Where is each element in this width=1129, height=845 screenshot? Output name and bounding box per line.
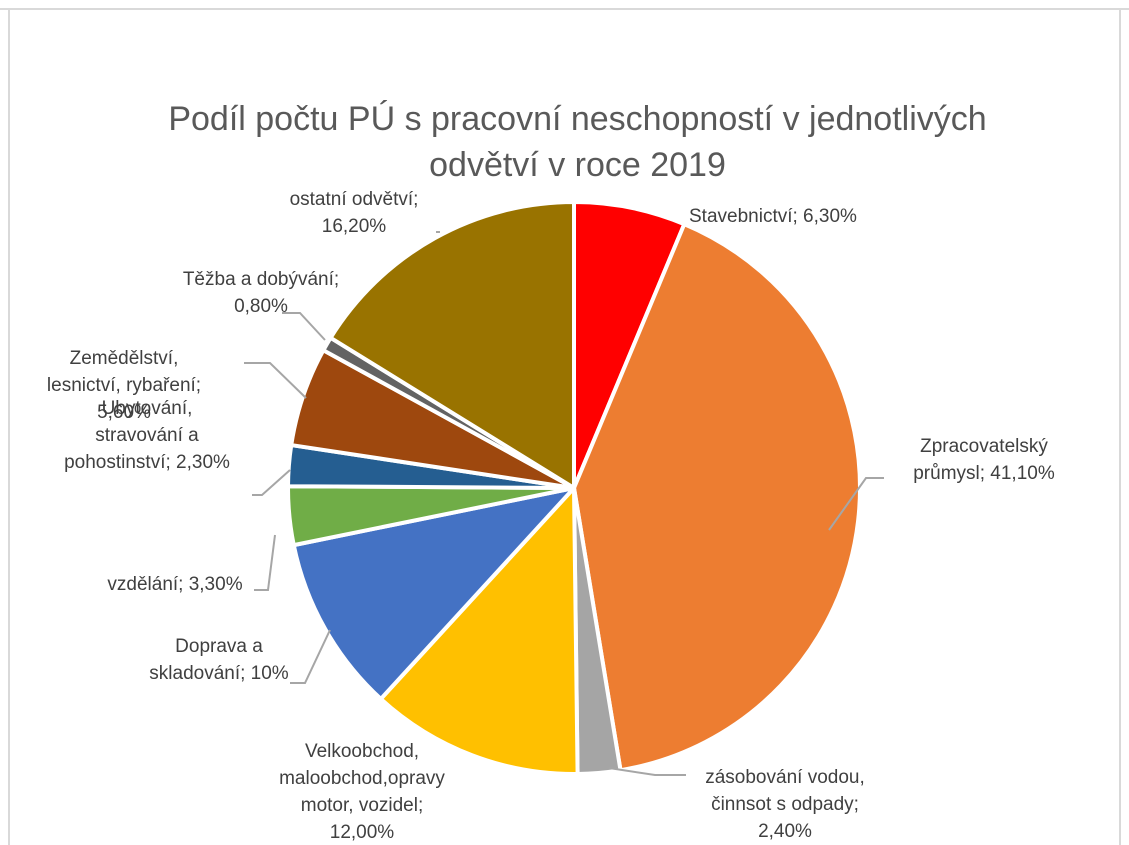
data-label-4: Velkoobchod, maloobchod,opravy motor, vozi… (279, 741, 445, 843)
data-label-4-line-4: 12,00% (330, 822, 395, 843)
data-label-9-line-1: Těžba a dobývání; (183, 269, 339, 290)
data-label-8: Zemědělství, lesnictví, rybaření; 5,60% (47, 348, 201, 423)
data-label-4-line-1: Velkoobchod, (305, 741, 419, 762)
data-label-8-line-1: Zemědělství, (70, 348, 179, 369)
data-label-8-line-3: 5,60% (97, 402, 151, 423)
leader-line-7 (252, 469, 291, 496)
data-label-2-line-2: průmysl; 41,10% (913, 463, 1055, 484)
chart-border-left (8, 8, 10, 845)
data-label-7-line-1: Ubytování, (102, 398, 193, 419)
data-label-9: Těžba a dobývání; 0,80% (183, 269, 339, 317)
pie-slice-10 (328, 200, 576, 490)
leader-line-9 (282, 312, 326, 341)
data-label-5-line-2: skladování; 10% (149, 663, 289, 684)
data-label-1: Stavebnictví; 6,30% (689, 206, 857, 227)
chart-title: Podíl počtu PÚ s pracovní neschopností v… (70, 96, 1085, 188)
data-label-7-line-3: pohostinství; 2,30% (64, 452, 230, 473)
data-label-4-line-2: maloobchod,opravy (279, 768, 445, 789)
data-label-1-line-1: Stavebnictví; 6,30% (689, 206, 857, 227)
data-label-3-line-1: zásobování vodou, (705, 767, 865, 788)
data-label-10-line-1: ostatní odvětví; (290, 189, 419, 210)
chart-title-line-1: Podíl počtu PÚ s pracovní neschopností v… (168, 100, 987, 138)
data-label-10-line-2: 16,20% (322, 216, 387, 237)
data-label-3-line-3: 2,40% (758, 821, 812, 842)
leader-line-2 (828, 477, 884, 531)
data-label-9-line-2: 0,80% (234, 296, 288, 317)
data-label-4-line-3: motor, vozidel; (301, 795, 424, 816)
leader-line-6 (254, 534, 276, 591)
pie-slice-2 (572, 222, 862, 773)
leader-line-3 (608, 767, 686, 776)
chart-border-top (0, 8, 1129, 10)
pie-slice-5 (291, 486, 576, 701)
data-label-2-line-1: Zpracovatelský (920, 436, 1048, 457)
data-label-6: vzdělání; 3,30% (107, 574, 242, 595)
chart-border-right (1119, 8, 1121, 845)
data-label-6-line-1: vzdělání; 3,30% (107, 574, 242, 595)
data-label-7: Ubytování, stravování a pohostinství; 2,30… (64, 398, 230, 473)
data-label-5: Doprava a skladování; 10% (149, 636, 289, 684)
data-label-5-line-1: Doprava a (175, 636, 263, 657)
data-label-7-line-2: stravování a (95, 425, 199, 446)
data-label-3-line-2: činnsot s odpady; (711, 794, 859, 815)
leader-line-5 (290, 629, 331, 684)
data-label-10: ostatní odvětví; 16,20% (290, 189, 419, 237)
data-label-3: zásobování vodou, činnsot s odpady; 2,40% (705, 767, 865, 842)
data-label-8-line-2: lesnictví, rybaření; (47, 375, 201, 396)
chart-title-line-2: odvětví v roce 2019 (429, 146, 726, 184)
pie-slice-4 (378, 486, 580, 776)
data-label-2: Zpracovatelský průmysl; 41,10% (913, 436, 1055, 484)
pie-slice-1 (572, 200, 687, 490)
leader-line-8 (244, 362, 307, 399)
